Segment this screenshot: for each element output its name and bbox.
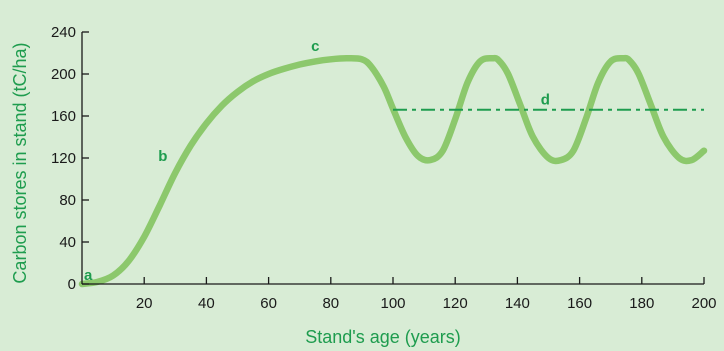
y-tick-label: 120 [51, 150, 76, 167]
x-tick-label: 160 [567, 295, 592, 312]
annotation-label-d: d [541, 91, 550, 108]
carbon-store-curve [78, 54, 708, 288]
y-tick-label: 40 [59, 234, 76, 251]
x-axis-title: Stand's age (years) [305, 327, 461, 347]
x-tick-label: 180 [629, 295, 654, 312]
x-tick-label: 120 [443, 295, 468, 312]
y-tick-label: 0 [68, 276, 76, 293]
x-tick-label: 80 [322, 295, 339, 312]
x-tick-label: 140 [505, 295, 530, 312]
x-tick-label: 40 [198, 295, 215, 312]
annotation-label-a: a [84, 267, 93, 284]
plot-series [78, 54, 708, 288]
y-tick-label: 160 [51, 108, 76, 125]
annotation-label-c: c [311, 38, 319, 55]
y-tick-label: 80 [59, 192, 76, 209]
x-tick-label: 20 [136, 295, 153, 312]
x-tick-label: 200 [691, 295, 716, 312]
x-axis-ticks: 20 40 60 80 100 120 140 160 180 200 [136, 277, 717, 312]
y-axis-title: Carbon stores in stand (tC/ha) [10, 42, 30, 283]
x-tick-label: 100 [380, 295, 405, 312]
y-axis-ticks: 0 40 80 120 160 200 240 [51, 24, 89, 293]
y-tick-label: 240 [51, 24, 76, 41]
annotation-label-b: b [158, 148, 167, 165]
annotations: a b c d [84, 38, 550, 284]
x-tick-label: 60 [260, 295, 277, 312]
y-tick-label: 200 [51, 66, 76, 83]
axes [81, 32, 704, 285]
